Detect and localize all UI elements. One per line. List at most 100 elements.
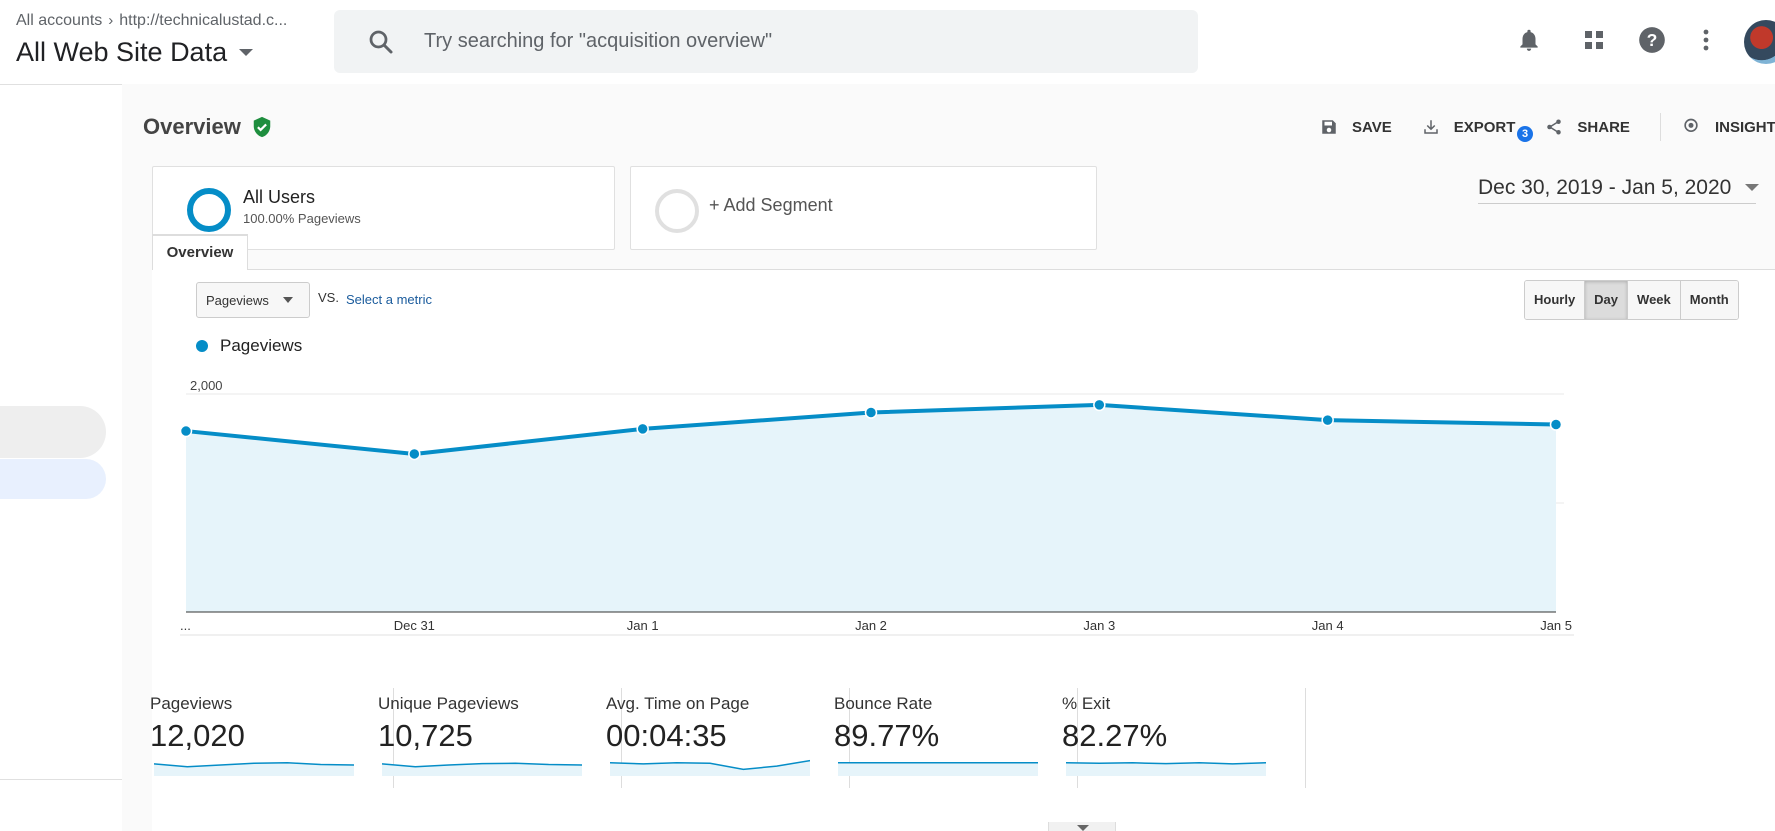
scorecard[interactable]: % Exit 82.27% bbox=[1048, 688, 1306, 788]
search-bar[interactable]: Try searching for "acquisition overview" bbox=[334, 10, 1198, 73]
data-point bbox=[1549, 418, 1563, 431]
tab-overview[interactable]: Overview bbox=[152, 234, 248, 270]
data-point bbox=[1093, 398, 1106, 412]
view-name: All Web Site Data bbox=[16, 37, 228, 67]
date-range-text: Dec 30, 2019 - Jan 5, 2020 bbox=[1478, 175, 1732, 199]
svg-text:?: ? bbox=[1647, 30, 1658, 50]
save-button[interactable]: SAVE bbox=[1320, 118, 1392, 136]
data-point bbox=[1321, 413, 1334, 427]
divider bbox=[247, 269, 1775, 270]
x-tick-label: Jan 4 bbox=[1312, 618, 1344, 633]
divider bbox=[0, 779, 122, 780]
divider bbox=[621, 688, 622, 788]
x-tick-label: Jan 5 bbox=[1540, 618, 1572, 633]
data-point bbox=[179, 424, 193, 438]
select-metric-link[interactable]: Select a metric bbox=[346, 292, 432, 307]
sparkline-area bbox=[610, 760, 810, 776]
divider bbox=[1659, 113, 1661, 141]
save-icon bbox=[1322, 120, 1336, 134]
segment-placeholder-icon bbox=[655, 189, 699, 233]
segment-sub: 100.00% Pageviews bbox=[243, 211, 361, 226]
insights-button[interactable]: INSIGHTS bbox=[1681, 117, 1775, 137]
caret-down-icon bbox=[239, 49, 254, 56]
chart-legend: Pageviews bbox=[196, 336, 302, 356]
metric-dropdown-value: Pageviews bbox=[206, 292, 269, 308]
share-icon bbox=[1547, 119, 1562, 135]
day-button[interactable]: Day bbox=[1585, 281, 1629, 319]
chevron-right-icon: › bbox=[108, 12, 114, 29]
sparkline-line bbox=[382, 762, 582, 768]
scorecard[interactable]: Bounce Rate 89.77% bbox=[820, 688, 1078, 788]
breadcrumb-account[interactable]: All accounts bbox=[16, 12, 103, 29]
breadcrumb[interactable]: All accounts › http://technicalustad.c... bbox=[16, 12, 287, 30]
date-range-picker[interactable]: Dec 30, 2019 - Jan 5, 2020 bbox=[1478, 172, 1760, 204]
more-vertical-icon[interactable] bbox=[1690, 24, 1722, 56]
insights-icon bbox=[1684, 118, 1698, 132]
data-point bbox=[408, 447, 421, 461]
download-icon bbox=[1423, 120, 1438, 134]
search-icon bbox=[369, 30, 393, 53]
nav-item[interactable] bbox=[0, 406, 106, 458]
sparkline bbox=[1066, 762, 1266, 776]
caret-down-icon bbox=[1745, 184, 1760, 191]
scorecard[interactable]: Pageviews 12,020 bbox=[136, 688, 394, 788]
data-point bbox=[864, 406, 878, 419]
help-icon[interactable]: ? bbox=[1636, 24, 1668, 56]
apps-grid-icon[interactable] bbox=[1578, 24, 1610, 56]
scorecard-value: 89.77% bbox=[834, 718, 940, 753]
divider bbox=[849, 688, 850, 788]
bell-icon[interactable] bbox=[1513, 24, 1545, 56]
nav-item-active[interactable] bbox=[0, 459, 106, 499]
sparkline-line bbox=[610, 759, 810, 771]
scorecard[interactable]: Avg. Time on Page 00:04:35 bbox=[592, 688, 850, 788]
scorecard-value: 10,725 bbox=[378, 718, 473, 753]
collapse-chart-handle[interactable] bbox=[1048, 822, 1116, 831]
divider bbox=[0, 84, 122, 85]
area-fill bbox=[186, 404, 1556, 612]
left-nav bbox=[0, 84, 122, 831]
x-tick-label: ... bbox=[180, 618, 191, 633]
shield-check-icon bbox=[253, 116, 271, 138]
sparkline bbox=[610, 759, 810, 776]
export-button[interactable]: EXPORT bbox=[1422, 118, 1515, 136]
x-tick-label: Jan 2 bbox=[855, 618, 887, 633]
x-tick-label: Jan 3 bbox=[1083, 618, 1115, 633]
month-button[interactable]: Month bbox=[1680, 281, 1738, 319]
scorecard-label: Avg. Time on Page bbox=[606, 694, 750, 713]
sparkline bbox=[154, 762, 354, 776]
scorecard-value: 00:04:35 bbox=[606, 718, 727, 753]
hourly-button[interactable]: Hourly bbox=[1525, 281, 1586, 319]
vs-label: VS. bbox=[318, 290, 339, 305]
share-button[interactable]: SHARE bbox=[1545, 118, 1630, 136]
report-actions: SAVE EXPORT SHARE INSIGHTS bbox=[1320, 112, 1775, 142]
sparkline bbox=[838, 762, 1038, 776]
x-tick-label: Jan 1 bbox=[627, 618, 659, 633]
week-button[interactable]: Week bbox=[1628, 281, 1681, 319]
view-selector[interactable]: All Web Site Data bbox=[16, 37, 254, 68]
data-point bbox=[636, 422, 649, 436]
segment-ring-icon bbox=[187, 188, 231, 232]
sparkline-area bbox=[1066, 762, 1266, 776]
divider bbox=[1305, 688, 1306, 788]
legend-dot bbox=[196, 340, 208, 352]
page-title: Overview bbox=[143, 114, 273, 140]
scorecard-label: Unique Pageviews bbox=[378, 694, 519, 713]
granularity-toggle: Hourly Day Week Month bbox=[1524, 280, 1739, 320]
scorecard-label: Pageviews bbox=[150, 694, 233, 713]
metric-dropdown[interactable]: Pageviews bbox=[196, 282, 310, 318]
add-segment-button[interactable]: + Add Segment bbox=[630, 166, 1097, 250]
caret-down-icon bbox=[282, 297, 293, 303]
sparkline-area bbox=[838, 762, 1038, 776]
y-tick-label: 2,000 bbox=[190, 378, 223, 393]
avatar[interactable] bbox=[1744, 20, 1775, 64]
scorecard-label: Bounce Rate bbox=[834, 694, 933, 713]
scorecard[interactable]: Unique Pageviews 10,725 bbox=[364, 688, 622, 788]
legend-label: Pageviews bbox=[220, 336, 303, 355]
search-input[interactable]: Try searching for "acquisition overview" bbox=[424, 30, 773, 52]
x-tick-label: Dec 31 bbox=[394, 618, 435, 633]
segment-name: All Users bbox=[243, 187, 316, 207]
breadcrumb-property[interactable]: http://technicalustad.c... bbox=[119, 12, 288, 29]
main-content: Overview SAVE EXPORT SHARE INSIGHTS 3 bbox=[122, 84, 1775, 831]
scorecard-value: 82.27% bbox=[1062, 718, 1168, 753]
